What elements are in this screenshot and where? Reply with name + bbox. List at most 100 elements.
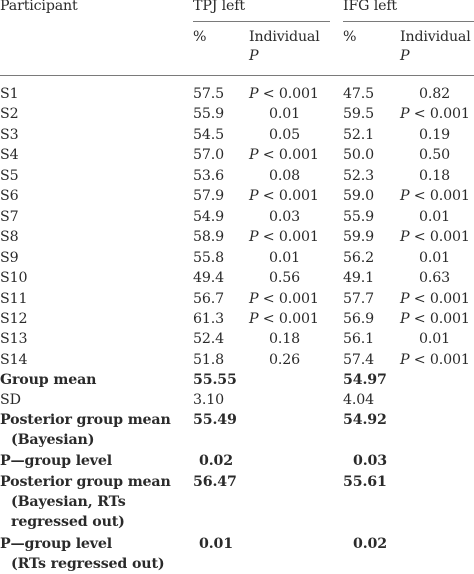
posterior-label-line1: Posterior group mean [0, 412, 171, 428]
tpj-percent-cell: 57.5 [193, 86, 224, 102]
tpj-p-cell: 0.05 [269, 126, 300, 143]
ifg-percent-cell: 56.1 [343, 331, 374, 348]
posterior-tpj: 55.49 [193, 412, 237, 428]
posterior-rt-tpj: 56.47 [193, 474, 237, 490]
ifg-percent-cell: 47.5 [343, 86, 374, 102]
tpj-p-header: P [249, 48, 259, 64]
ifg-percent-cell: 57.4 [343, 351, 374, 368]
tpj-p-cell: P < 0.001 [249, 147, 319, 164]
ifg-p-cell: P < 0.001 [400, 106, 470, 123]
tpj-p-cell: P < 0.001 [249, 229, 319, 246]
group-mean-label: Group mean [0, 372, 97, 388]
ifg-percent-cell: 50.0 [343, 147, 374, 164]
tpj-percent-cell: 53.6 [193, 167, 224, 184]
header-ifg-left: IFG left [343, 0, 397, 14]
header-participant: Participant [0, 0, 78, 14]
ifg-percent-header: % [343, 29, 357, 45]
ifg-p-cell: 0.01 [419, 208, 450, 225]
row-label: S14 [0, 351, 28, 368]
group-mean-tpj: 55.55 [193, 372, 237, 388]
tpj-percent-cell: 51.8 [193, 351, 224, 368]
ifg-percent-cell: 59.9 [343, 229, 374, 246]
row-label: S7 [0, 208, 19, 225]
tpj-percent-cell: 61.3 [193, 310, 224, 327]
tpj-p-cell: 0.01 [269, 249, 300, 266]
posterior-ifg: 54.92 [343, 412, 387, 428]
tpj-header-rule [193, 21, 330, 22]
header-bottom-rule [0, 75, 474, 76]
ifg-individual-header: Individual [400, 29, 471, 45]
row-label: S1 [0, 86, 19, 102]
ifg-percent-cell: 52.3 [343, 167, 374, 184]
tpj-percent-cell: 56.7 [193, 290, 224, 307]
tpj-percent-header: % [193, 29, 207, 45]
tpj-percent-cell: 54.9 [193, 208, 224, 225]
ifg-percent-cell: 52.1 [343, 126, 374, 143]
tpj-p-cell: 0.08 [269, 167, 300, 184]
p-group-tpj: 0.02 [199, 453, 233, 469]
ifg-percent-cell: 56.9 [343, 310, 374, 327]
sd-tpj: 3.10 [193, 392, 224, 408]
ifg-percent-cell: 55.9 [343, 208, 374, 225]
p-group-label: P—group level [0, 453, 113, 469]
row-label: S5 [0, 167, 19, 184]
sd-ifg: 4.04 [343, 392, 374, 408]
ifg-p-cell: P < 0.001 [400, 229, 470, 246]
ifg-p-cell: 0.63 [419, 270, 450, 287]
sd-label: SD [0, 392, 21, 408]
row-label: S8 [0, 229, 19, 246]
p-group-rt-tpj: 0.01 [199, 536, 233, 552]
row-label: S11 [0, 290, 28, 307]
tpj-p-cell: 0.01 [269, 106, 300, 123]
row-label: S6 [0, 188, 19, 205]
row-label: S4 [0, 147, 19, 164]
posterior-rt-ifg: 55.61 [343, 474, 387, 490]
p-group-rt-ifg: 0.02 [353, 536, 387, 552]
tpj-p-cell: 0.26 [269, 351, 300, 368]
tpj-p-cell: P < 0.001 [249, 188, 319, 205]
row-label: S3 [0, 126, 19, 143]
posterior-rt-label-line3: regressed out) [11, 514, 125, 530]
tpj-p-cell: P < 0.001 [249, 310, 319, 327]
ifg-percent-cell: 59.0 [343, 188, 374, 205]
tpj-p-cell: 0.18 [269, 331, 300, 348]
row-label: S10 [0, 270, 28, 287]
posterior-rt-label-line1: Posterior group mean [0, 474, 171, 490]
ifg-percent-cell: 49.1 [343, 270, 374, 287]
ifg-p-cell: P < 0.001 [400, 290, 470, 307]
posterior-rt-label-line2: (Bayesian, RTs [11, 494, 126, 510]
tpj-p-cell: P < 0.001 [249, 290, 319, 307]
posterior-label-line2: (Bayesian) [11, 432, 95, 448]
tpj-percent-cell: 52.4 [193, 331, 224, 348]
row-label: S9 [0, 249, 19, 266]
tpj-percent-cell: 54.5 [193, 126, 224, 143]
row-label: S12 [0, 310, 28, 327]
ifg-p-cell: P < 0.001 [400, 310, 470, 327]
tpj-p-cell: 0.03 [269, 208, 300, 225]
tpj-percent-cell: 57.0 [193, 147, 224, 164]
tpj-percent-cell: 55.8 [193, 249, 224, 266]
tpj-p-cell: P < 0.001 [249, 86, 319, 102]
tpj-percent-cell: 58.9 [193, 229, 224, 246]
ifg-p-cell: P < 0.001 [400, 188, 470, 205]
ifg-p-cell: 0.82 [419, 86, 450, 102]
ifg-p-cell: 0.01 [419, 249, 450, 266]
ifg-header-rule [343, 21, 474, 22]
ifg-p-cell: 0.50 [419, 147, 450, 164]
tpj-percent-cell: 49.4 [193, 270, 224, 287]
header-tpj-left: TPJ left [193, 0, 245, 14]
p-group-rt-label-line2: (RTs regressed out) [11, 556, 165, 572]
ifg-p-cell: 0.01 [419, 331, 450, 348]
group-mean-ifg: 54.97 [343, 372, 387, 388]
ifg-percent-cell: 57.7 [343, 290, 374, 307]
p-group-rt-label-line1: P—group level [0, 536, 113, 552]
tpj-percent-cell: 57.9 [193, 188, 224, 205]
ifg-p-cell: 0.18 [419, 167, 450, 184]
ifg-p-header: P [400, 48, 410, 64]
row-label: S2 [0, 106, 19, 123]
p-group-ifg: 0.03 [353, 453, 387, 469]
row-label: S13 [0, 331, 28, 348]
ifg-p-cell: P < 0.001 [400, 351, 470, 368]
tpj-individual-header: Individual [249, 29, 320, 45]
ifg-percent-cell: 56.2 [343, 249, 374, 266]
